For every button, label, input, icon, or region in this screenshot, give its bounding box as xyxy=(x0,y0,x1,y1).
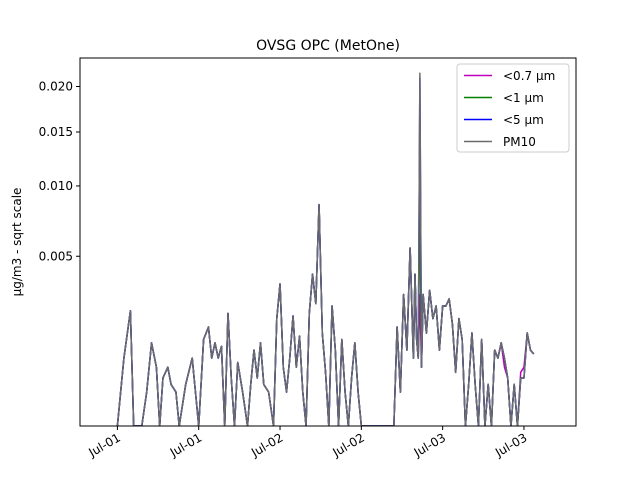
series-line-pm10 xyxy=(116,72,535,426)
legend-box xyxy=(456,63,570,153)
y-axis: 0.005 0.010 0.015 0.020 xyxy=(39,80,80,263)
legend-label-lt1: <1 µm xyxy=(503,91,544,105)
plot-frame xyxy=(79,57,577,427)
legend-label-lt5: <5 µm xyxy=(503,113,544,127)
legend-label-pm10: PM10 xyxy=(503,135,536,149)
y-tick-label: 0.020 xyxy=(39,80,73,94)
legend: <0.7 µm <1 µm <5 µm PM10 xyxy=(456,63,570,153)
y-axis-label: µg/m3 - sqrt scale xyxy=(10,188,24,297)
chart-title: OVSG OPC (MetOne) xyxy=(256,38,400,54)
y-tick-label: 0.015 xyxy=(39,125,73,139)
y-tick-label: 0.010 xyxy=(39,179,73,193)
legend-label-lt07: <0.7 µm xyxy=(503,69,555,83)
plot-lines xyxy=(116,72,535,426)
y-tick-label: 0.005 xyxy=(39,249,73,263)
